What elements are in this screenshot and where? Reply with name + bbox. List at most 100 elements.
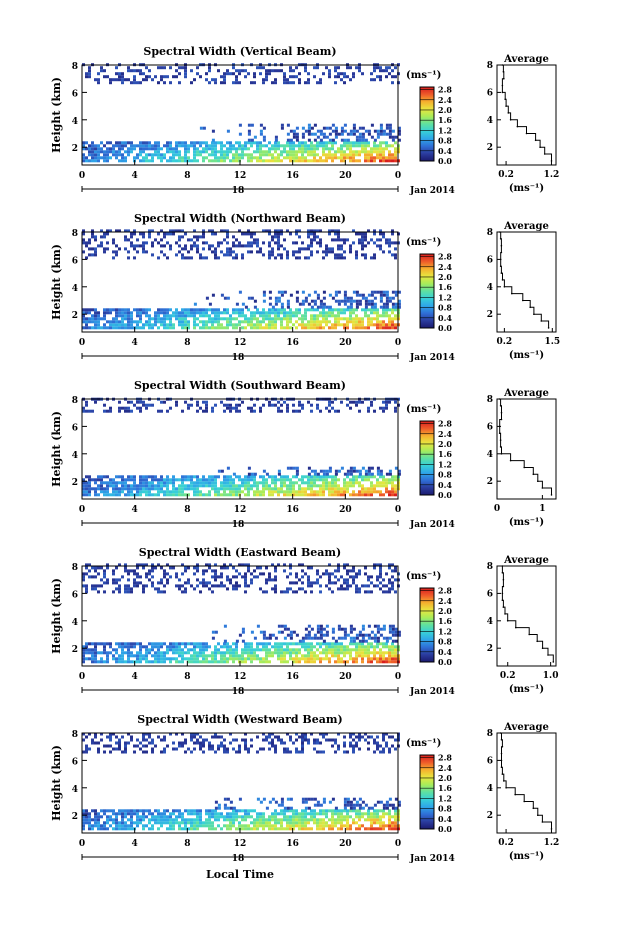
heatmap-cell <box>106 821 109 825</box>
heatmap-cell <box>196 323 199 327</box>
heatmap-cell <box>286 824 289 828</box>
heatmap-cell <box>352 569 355 573</box>
heatmap-cell <box>103 660 106 664</box>
heatmap-cell <box>289 815 292 819</box>
heatmap-cell <box>394 824 397 828</box>
heatmap-cell <box>154 141 157 145</box>
heatmap-cell <box>244 815 247 819</box>
heatmap-cell <box>211 311 214 315</box>
colorbar-tick-label: 0.8 <box>438 303 452 313</box>
heatmap-cell <box>121 147 124 151</box>
heatmap-cell <box>166 256 169 260</box>
heatmap-cell <box>283 478 286 482</box>
heatmap-cell <box>322 800 326 804</box>
heatmap-cell <box>358 590 361 594</box>
heatmap-cell <box>391 803 395 807</box>
average-title: Average <box>503 221 549 232</box>
average-title: Average <box>503 388 549 399</box>
heatmap-cell <box>250 232 253 236</box>
heatmap-cell <box>88 563 91 567</box>
heatmap-cell <box>322 651 325 655</box>
heatmap-cell <box>241 311 244 315</box>
heatmap-cell <box>364 144 367 148</box>
heatmap-cell <box>343 660 346 664</box>
heatmap-cell <box>328 400 331 404</box>
profile-point <box>537 480 539 483</box>
heatmap-cell <box>214 478 217 482</box>
heatmap-cell <box>226 648 229 652</box>
heatmap-cell <box>160 642 163 646</box>
heatmap-cell <box>391 645 394 649</box>
heatmap-cell <box>262 144 265 148</box>
heatmap-cell <box>355 648 358 652</box>
heatmap-cell <box>337 323 340 327</box>
heatmap-cell <box>322 296 326 300</box>
heatmap-cell <box>331 138 335 142</box>
heatmap-cell <box>136 654 139 658</box>
heatmap-cell <box>151 475 154 479</box>
heatmap-cell <box>160 821 163 825</box>
heatmap-cell <box>394 812 397 816</box>
heatmap-cell <box>100 229 103 233</box>
heatmap-cell <box>199 311 202 315</box>
heatmap-cell <box>238 563 241 567</box>
heatmap-cell <box>190 403 193 407</box>
heatmap-cell <box>259 481 262 485</box>
heatmap-cell <box>322 153 325 157</box>
heatmap-cell <box>127 78 130 82</box>
heatmap-cell <box>334 81 337 85</box>
heatmap-cell <box>325 815 328 819</box>
heatmap-cell <box>109 323 112 327</box>
profile-point <box>501 565 504 567</box>
x-tick-label: 0 <box>395 505 401 515</box>
heatmap-cell <box>112 484 115 488</box>
heatmap-cell <box>181 572 184 576</box>
heatmap-cell <box>121 314 124 318</box>
heatmap-cell <box>268 229 271 233</box>
heatmap-cell <box>166 563 169 567</box>
heatmap-cell <box>82 493 85 497</box>
heatmap-cell <box>370 159 373 163</box>
heatmap-cell <box>349 299 353 303</box>
heatmap-cell <box>178 654 181 658</box>
heatmap-cell <box>178 159 181 163</box>
heatmap-cell <box>367 475 370 479</box>
heatmap-cell <box>268 818 271 822</box>
heatmap-cell <box>124 815 127 819</box>
profile-point <box>534 139 537 142</box>
heatmap-cell <box>106 150 109 154</box>
heatmap-cell <box>250 484 253 488</box>
heatmap-cell <box>289 320 292 324</box>
heatmap-cell <box>301 141 304 145</box>
heatmap-cell <box>310 584 313 588</box>
heatmap-cell <box>151 660 154 664</box>
heatmap-cell <box>244 69 247 73</box>
heatmap-cell <box>217 803 221 807</box>
heatmap-cell <box>391 326 394 330</box>
heatmap-cell <box>112 827 115 831</box>
heatmap-cell <box>286 587 289 591</box>
y-tick-label: 4 <box>72 117 78 127</box>
heatmap-cell <box>304 654 307 658</box>
heatmap-cell <box>145 645 148 649</box>
heatmap-cell <box>388 578 391 582</box>
heatmap-cell <box>85 403 88 407</box>
heatmap-cell <box>364 296 368 300</box>
heatmap-cell <box>283 818 286 822</box>
heatmap-cell <box>301 302 305 306</box>
heatmap-cell <box>127 584 130 588</box>
heatmap-cell <box>307 827 310 831</box>
heatmap-cell <box>259 818 262 822</box>
heatmap-cell <box>376 317 379 321</box>
heatmap-cell <box>187 578 190 582</box>
heatmap-cell <box>235 78 238 82</box>
heatmap-cell <box>130 642 133 646</box>
heatmap-cell <box>151 487 154 491</box>
heatmap-cell <box>379 126 383 130</box>
heatmap-cell <box>274 159 277 163</box>
heatmap-cell <box>169 323 172 327</box>
heatmap-cell <box>112 144 115 148</box>
heatmap-cell <box>394 253 397 257</box>
heatmap-cell <box>334 581 337 585</box>
heatmap-cell <box>250 244 253 248</box>
